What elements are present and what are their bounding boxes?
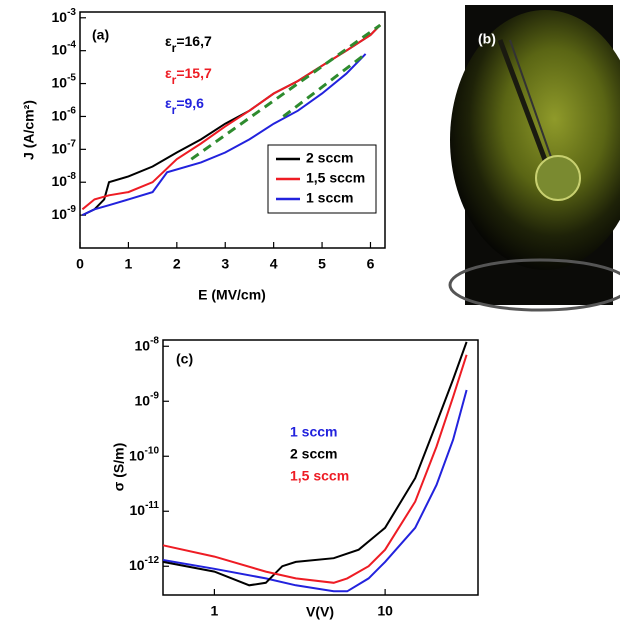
photo-probe <box>509 39 553 161</box>
x-tick-label: 6 <box>367 256 375 272</box>
data-line <box>162 389 468 593</box>
data-line <box>162 354 468 584</box>
x-tick-label: 4 <box>270 256 278 272</box>
x-tick-label: 10 <box>377 603 393 619</box>
legend-label: 1,5 sccm <box>306 170 365 186</box>
legend-label: 1 sccm <box>290 424 337 440</box>
legend-label: 1,5 sccm <box>290 468 349 484</box>
fit-line <box>190 23 382 161</box>
x-tick-label: 3 <box>221 256 229 272</box>
y-tick-label: 10-4 <box>52 40 77 58</box>
legend-label: 1 sccm <box>306 190 353 206</box>
x-axis-label: E (MV/cm) <box>198 287 266 303</box>
data-line <box>81 24 381 211</box>
y-tick-label: 10-12 <box>129 555 159 573</box>
plot-frame <box>79 11 386 249</box>
chart-panel: 1 10 10-12 10-11 10-10 10-9 10-8 V(V) σ (S/m) (c)… <box>111 335 479 620</box>
x-axis-label: V(V) <box>306 604 334 620</box>
x-tick-label: 2 <box>173 256 181 272</box>
annotation: (a) <box>92 27 109 43</box>
fit-line <box>282 52 367 118</box>
x-tick-label: 5 <box>318 256 326 272</box>
y-tick-label: 10-8 <box>135 335 160 353</box>
data-line <box>162 341 468 587</box>
y-tick-label: 10-11 <box>130 500 160 518</box>
photo-panel: (b) <box>448 5 620 312</box>
legend-label: 2 sccm <box>306 150 353 166</box>
y-tick-label: 10-10 <box>129 445 159 463</box>
legend-label: 2 sccm <box>290 446 337 462</box>
photo-rim <box>448 258 620 312</box>
data-line <box>81 53 367 217</box>
legend: 2 sccm 1,5 sccm 1 sccm <box>267 144 377 214</box>
photo-sample <box>535 155 581 201</box>
annotation: εr=16,7 <box>165 33 212 55</box>
y-tick-label: 10-9 <box>52 204 77 222</box>
x-tick-label: 0 <box>76 256 84 272</box>
y-tick-label: 10-5 <box>52 73 77 91</box>
plot-frame <box>162 339 479 596</box>
annotation: εr=9,6 <box>165 95 204 117</box>
annotation: εr=15,7 <box>165 65 212 87</box>
chart-panel: 0 1 2 3 4 5 6 10-9 10-8 10-7 10-6 10-5 10-4 10-3 E (MV… <box>21 7 386 303</box>
y-tick-label: 10-9 <box>135 390 160 408</box>
annotation: (c) <box>176 351 193 367</box>
x-tick-label: 1 <box>125 256 133 272</box>
y-tick-label: 10-7 <box>52 138 77 156</box>
y-tick-label: 10-8 <box>52 171 77 189</box>
panel-label: (b) <box>478 31 496 47</box>
y-axis-label: J (A/cm²) <box>21 100 37 160</box>
y-tick-label: 10-3 <box>52 7 77 25</box>
y-axis-label: σ (S/m) <box>111 443 127 491</box>
photo-probe <box>497 39 548 161</box>
y-tick-label: 10-6 <box>52 106 77 124</box>
legend: 1 sccm 2 sccm 1,5 sccm <box>290 424 349 484</box>
x-tick-label: 1 <box>210 603 218 619</box>
